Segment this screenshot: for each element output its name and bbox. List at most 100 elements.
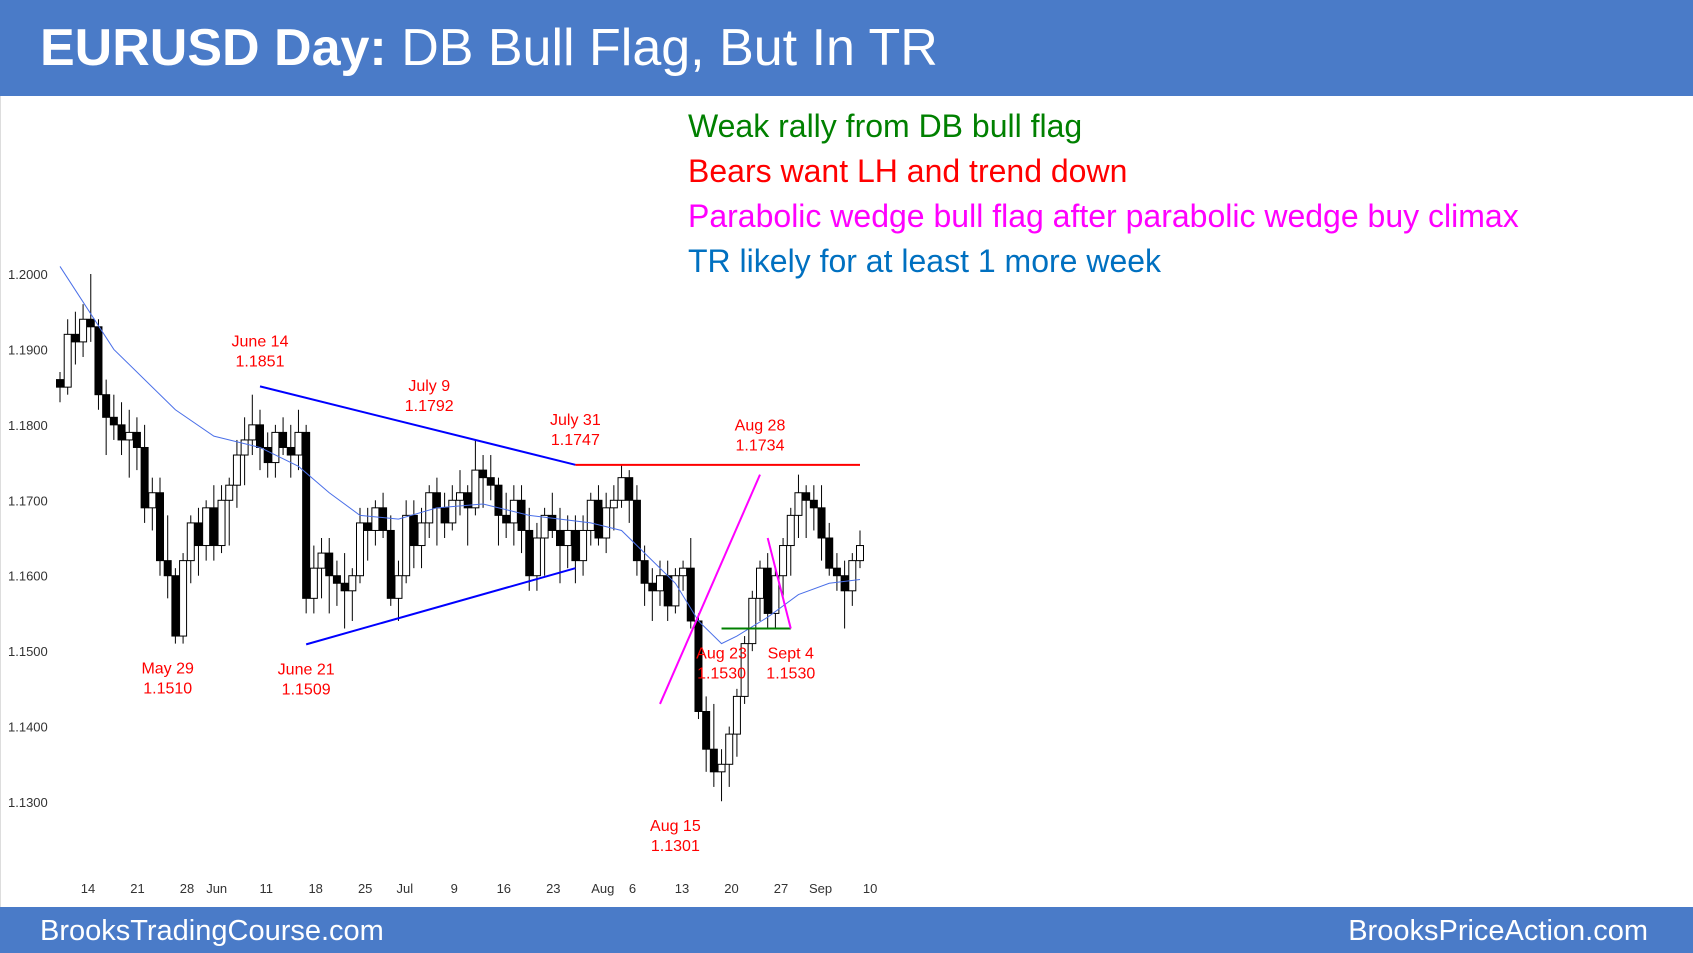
- x-tick-label: 10: [863, 881, 877, 896]
- candle-bear: [363, 522, 372, 531]
- candle-bear: [632, 499, 641, 562]
- candle-bull: [732, 695, 741, 735]
- candle-bull: [671, 575, 680, 607]
- candle-bear: [486, 477, 495, 486]
- candle-bear: [209, 507, 218, 547]
- annotation-price: 1.1792: [405, 398, 454, 415]
- x-tick-label: Jul: [396, 881, 413, 896]
- candle-bear: [332, 575, 341, 584]
- candle-bull: [848, 560, 857, 592]
- footer-course-site: BrooksTradingCourse.com: [40, 915, 384, 947]
- candle-bear: [648, 582, 657, 592]
- page-title: EURUSD Day: DB Bull Flag, But In TR: [40, 18, 938, 78]
- annotation-date: Aug 28: [735, 418, 786, 435]
- annotation-price: 1.1734: [736, 438, 785, 455]
- commentary: Weak rally from DB bull flag Bears want …: [688, 104, 1519, 284]
- x-tick-label: Aug: [591, 881, 614, 896]
- candle-bear: [171, 575, 180, 637]
- candle-bear: [517, 499, 526, 531]
- candle-bull: [186, 522, 195, 562]
- title-subject: DB Bull Flag, But In TR: [401, 19, 938, 77]
- x-tick-label: 14: [81, 881, 95, 896]
- annotation-date: Aug 15: [650, 818, 701, 835]
- candle-bear: [71, 333, 80, 343]
- candle-bull: [725, 733, 734, 765]
- candle-bull: [540, 514, 549, 539]
- candle-bear: [163, 560, 172, 577]
- candle-bear: [140, 446, 149, 509]
- candle-bear: [817, 507, 826, 539]
- candle-bear: [809, 499, 818, 509]
- candle-bear: [279, 431, 288, 448]
- candle-bull: [617, 477, 626, 501]
- footer-price-action-site: BrooksPriceAction.com: [1348, 915, 1648, 947]
- candle-bear: [325, 552, 334, 577]
- x-tick-label: Jun: [206, 881, 227, 896]
- candle-bear: [479, 469, 488, 479]
- triangle-lower-line: [305, 567, 576, 646]
- x-tick-label: 21: [130, 881, 144, 896]
- candle-bull: [740, 643, 749, 697]
- annotation-price: 1.1509: [282, 681, 331, 698]
- candle-bull: [63, 333, 72, 388]
- candle-bull: [232, 454, 241, 486]
- candle-bear: [594, 499, 603, 539]
- candle-bull: [225, 484, 234, 501]
- annotation-price: 1.1851: [236, 353, 285, 370]
- candle-bull: [402, 514, 411, 577]
- x-tick-label: 9: [451, 881, 458, 896]
- candle-bear: [109, 416, 118, 426]
- y-tick-label: 1.1400: [8, 720, 48, 735]
- candle-bull: [356, 522, 364, 577]
- candle-bull: [217, 499, 226, 547]
- candle-bear: [386, 529, 395, 599]
- candle-bull: [448, 499, 457, 524]
- candle-bear: [525, 529, 534, 577]
- candle-bull: [656, 575, 664, 592]
- candle-bull: [602, 507, 611, 539]
- candle-bear: [548, 514, 557, 531]
- candle-bull: [317, 552, 326, 569]
- candle-bear: [802, 492, 811, 501]
- annotation-date: Aug 23: [696, 646, 747, 663]
- note-trading-range: TR likely for at least 1 more week: [688, 243, 1162, 279]
- candle-bull: [679, 567, 688, 577]
- candle-bear: [702, 710, 711, 750]
- candle-bull: [471, 469, 480, 509]
- y-tick-label: 1.1700: [8, 493, 48, 508]
- x-tick-label: 18: [308, 881, 322, 896]
- annotation-price: 1.1301: [651, 838, 700, 855]
- candle-bull: [856, 545, 864, 562]
- candle-bull: [456, 492, 464, 501]
- candle-bull: [348, 575, 357, 592]
- candle-bull: [271, 431, 280, 464]
- candle-bull: [148, 492, 157, 509]
- candle-bull: [79, 318, 88, 343]
- annotation-date: Sept 4: [768, 646, 814, 663]
- candle-bear: [640, 560, 649, 584]
- x-tick-label: 6: [629, 881, 636, 896]
- candle-bear: [663, 575, 672, 607]
- candle-bear: [286, 446, 295, 456]
- candle-bear: [625, 477, 634, 501]
- candle-bear: [340, 582, 349, 592]
- note-parabolic-wedge: Parabolic wedge bull flag after paraboli…: [688, 198, 1519, 234]
- candle-bull: [756, 567, 764, 599]
- candle-bull: [371, 507, 380, 531]
- candle-bear: [463, 492, 472, 509]
- wedge-pullback-line: [766, 537, 792, 629]
- candle-bear: [502, 514, 511, 524]
- candle-bull: [748, 597, 757, 645]
- annotation-date: June 14: [232, 333, 289, 350]
- y-tick-label: 1.1800: [8, 418, 48, 433]
- x-tick-label: 23: [546, 881, 560, 896]
- footer-bar: BrooksTradingCourse.com BrooksPriceActio…: [0, 907, 1693, 953]
- candle-bull: [240, 439, 249, 456]
- candle-bear: [832, 567, 841, 577]
- annotation-date: June 21: [278, 661, 335, 678]
- x-tick-label: Sep: [809, 881, 832, 896]
- moving-average-line: [59, 266, 861, 645]
- candle-bear: [763, 567, 772, 614]
- candle-bear: [117, 424, 126, 441]
- candle-bull: [786, 514, 795, 547]
